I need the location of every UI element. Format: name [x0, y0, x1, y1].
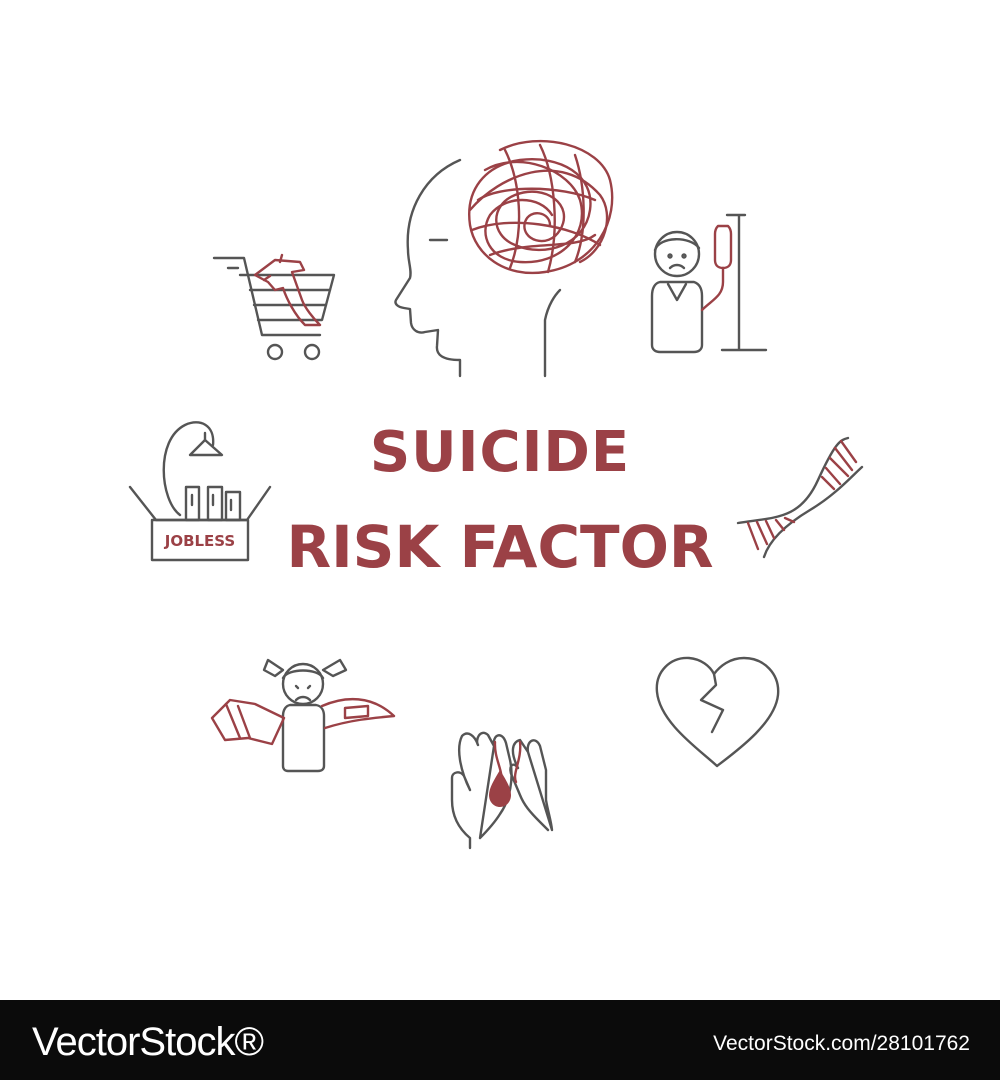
icon-layer: JOBLESS: [128, 139, 864, 850]
brain-tangle-head-icon: [394, 139, 614, 378]
image-reference: VectorStock.com/28101762: [713, 1032, 970, 1055]
child-belt-abuse-icon: [210, 658, 396, 773]
jobless-box-icon: JOBLESS: [128, 421, 272, 562]
dna-helix-icon: [736, 436, 864, 559]
jobless-label: JOBLESS: [164, 532, 236, 550]
shopping-cart-gun-icon: [212, 253, 336, 361]
title-line-2: RISK FACTOR: [286, 513, 714, 581]
hands-blood-drop-icon: [450, 731, 554, 850]
infographic-canvas: JOBLESS SUICIDE RISK FACTOR: [128, 139, 864, 850]
vectorstock-brand[interactable]: VectorStock®: [32, 1020, 264, 1064]
title-line-1: SUICIDE: [369, 420, 631, 485]
watermark-bar: VectorStock® VectorStock.com/28101762: [0, 1000, 1000, 1080]
sick-person-iv-drip-icon: [650, 213, 768, 354]
broken-heart-icon: [655, 656, 780, 768]
